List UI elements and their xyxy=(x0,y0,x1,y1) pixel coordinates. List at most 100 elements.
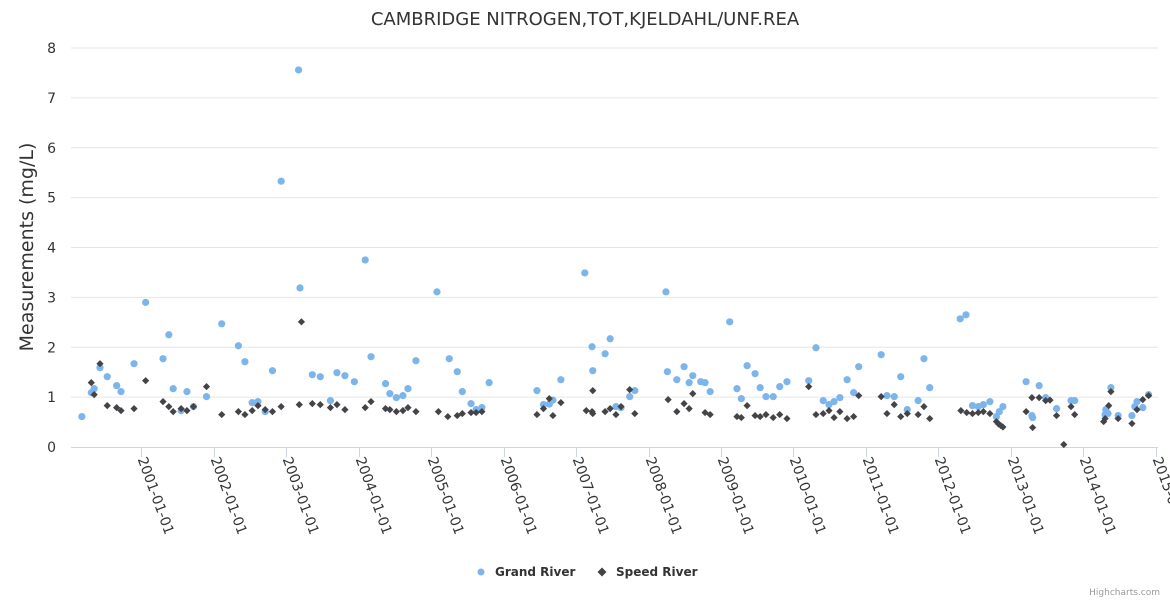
grand-river-point xyxy=(1052,404,1061,413)
grand-river-point xyxy=(386,390,394,398)
grand-river-point xyxy=(142,298,150,306)
grand-river-point xyxy=(737,395,745,403)
grand-river-point xyxy=(999,403,1007,411)
grand-river-point xyxy=(433,288,441,296)
speed-river-point xyxy=(1029,423,1037,432)
grand-river-point xyxy=(830,398,838,406)
grand-river-point xyxy=(169,385,177,393)
grand-river-point xyxy=(706,388,714,396)
x-tick-label: 2004-01-01 xyxy=(352,455,395,537)
grand-river-point xyxy=(920,355,928,363)
grid-lines xyxy=(71,47,1158,398)
grand-river-point xyxy=(819,397,827,405)
grand-river-point xyxy=(680,363,688,371)
speed-river-point xyxy=(297,318,306,326)
speed-river-point xyxy=(1022,407,1030,416)
x-tick-label: 2011-01-01 xyxy=(859,455,902,537)
grand-river-point xyxy=(843,376,851,384)
grand-river-point xyxy=(361,256,369,264)
speed-river-point xyxy=(830,413,838,422)
speed-river-point xyxy=(142,377,150,385)
grand-river-point xyxy=(986,398,994,406)
speed-river-point xyxy=(1035,394,1043,402)
y-tick-label: 5 xyxy=(47,191,56,207)
speed-river-point xyxy=(248,406,256,415)
speed-river-point xyxy=(277,403,285,411)
credits-link[interactable]: Highcharts.com xyxy=(1089,588,1160,598)
speed-river-point xyxy=(189,403,198,411)
speed-river-point xyxy=(994,420,1003,428)
grand-river-point xyxy=(241,358,249,366)
grand-river-point xyxy=(685,379,693,387)
speed-river-point xyxy=(539,404,548,413)
speed-river-point xyxy=(341,405,349,414)
speed-river-point xyxy=(926,414,934,423)
speed-river-point xyxy=(903,409,911,418)
speed-river-point xyxy=(850,412,858,421)
speed-river-point xyxy=(1067,403,1075,411)
grand-river-point xyxy=(836,394,844,402)
speed-river-point xyxy=(631,409,639,418)
legend-label-speed-river: Speed River xyxy=(616,565,698,579)
speed-river-point xyxy=(685,404,693,413)
grand-river-point xyxy=(995,407,1003,416)
grand-river-point xyxy=(557,376,565,384)
legend-item-grand-river[interactable]: Grand River xyxy=(477,565,576,579)
y-tick-label: 7 xyxy=(47,91,56,107)
x-tick-label: 2002-01-01 xyxy=(207,455,250,537)
x-tick-label: 2001-01-01 xyxy=(134,455,177,537)
speed-river-point xyxy=(783,414,791,423)
speed-river-point xyxy=(756,412,764,421)
x-tick-label: 2006-01-01 xyxy=(497,455,540,537)
speed-river-point xyxy=(836,407,844,416)
grand-river-point xyxy=(90,385,98,393)
speed-river-point xyxy=(472,408,480,417)
grand-river-point xyxy=(979,401,987,409)
speed-river-point xyxy=(877,393,885,401)
speed-river-point xyxy=(664,396,672,404)
grand-river-point xyxy=(626,393,634,401)
speed-river-point xyxy=(367,398,375,406)
speed-river-point xyxy=(404,403,412,412)
grand-river-point xyxy=(296,284,304,292)
grand-river-point xyxy=(165,331,173,339)
speed-river-point xyxy=(999,423,1007,431)
speed-river-point xyxy=(673,407,681,416)
speed-river-point xyxy=(986,409,994,418)
speed-river-point xyxy=(90,391,98,399)
grand-river-point xyxy=(1107,384,1115,392)
grand-river-point xyxy=(903,405,911,414)
speed-river-point xyxy=(412,407,420,416)
legend-label-grand-river: Grand River xyxy=(495,565,575,579)
grand-river-point xyxy=(769,393,777,401)
grand-river-point xyxy=(96,364,104,372)
speed-river-point xyxy=(308,400,316,408)
speed-river-point xyxy=(601,407,609,416)
grand-river-point xyxy=(756,384,764,392)
speed-river-point xyxy=(557,399,565,407)
legend-item-speed-river[interactable]: Speed River xyxy=(597,565,698,579)
speed-river-point xyxy=(1139,396,1147,404)
grand-river-point xyxy=(850,389,858,397)
speed-river-point xyxy=(316,401,324,409)
speed-river-point xyxy=(1046,396,1054,404)
grand-river-point xyxy=(308,371,316,379)
grand-river-point xyxy=(606,335,614,343)
grand-river-point xyxy=(1035,382,1043,390)
grand-river-point xyxy=(103,373,111,381)
grand-river-point xyxy=(467,400,475,408)
speed-river-point xyxy=(743,402,751,410)
x-tick-label: 2005-01-01 xyxy=(424,455,467,537)
x-tick-label: 2010-01-01 xyxy=(786,455,829,537)
grand-river-point xyxy=(1139,403,1147,412)
speed-river-point xyxy=(617,403,625,411)
grand-river-point xyxy=(254,398,262,406)
speed-river-point xyxy=(855,392,863,400)
speed-river-point xyxy=(549,411,557,420)
speed-river-point xyxy=(333,401,341,409)
grand-river-point xyxy=(689,372,697,380)
speed-river-point xyxy=(1071,410,1079,419)
speed-river-point xyxy=(890,401,898,409)
speed-river-point xyxy=(1052,411,1061,420)
